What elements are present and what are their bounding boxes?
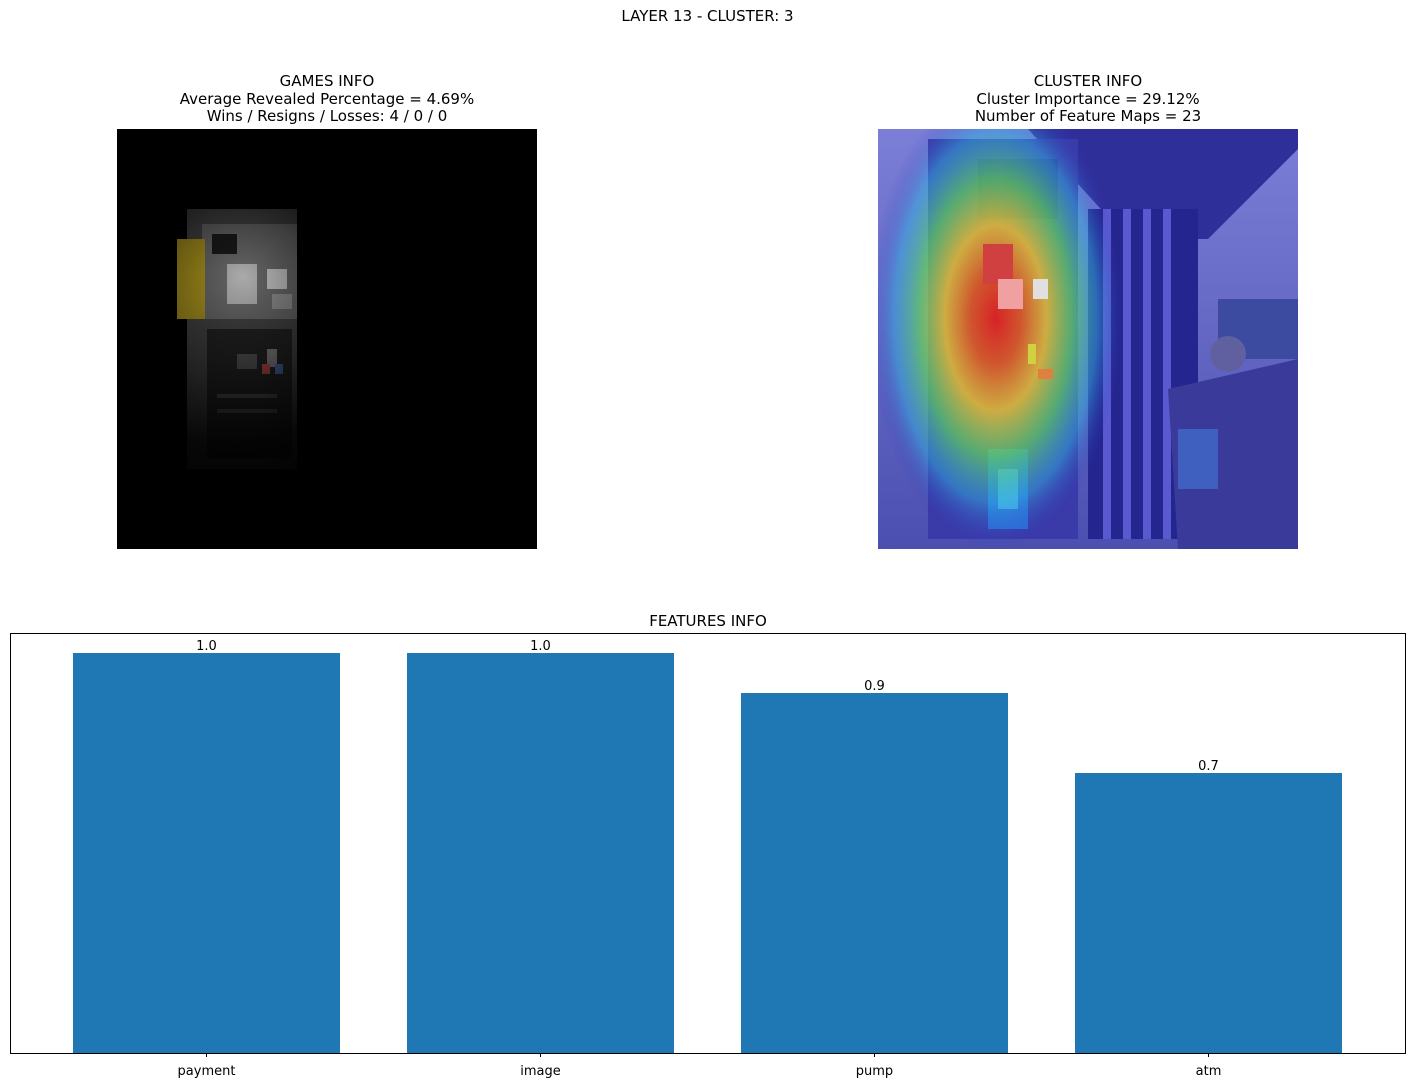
revealed-image — [117, 129, 537, 549]
heatmap-graphic — [878, 129, 1298, 549]
average-revealed-percentage: Average Revealed Percentage = 4.69% — [179, 89, 475, 108]
bar-image — [407, 653, 674, 1053]
number-of-feature-maps: Number of Feature Maps = 23 — [974, 107, 1202, 125]
heatmap-overlay-image — [878, 129, 1298, 549]
cluster-info-heading: CLUSTER INFO — [1033, 72, 1143, 90]
x-tick-label-atm: atm — [1196, 1064, 1222, 1079]
value-label-payment: 1.0 — [196, 639, 217, 654]
value-labels-layer: 1.0 1.0 0.9 0.7 — [196, 639, 1219, 774]
x-tick-label-pump: pump — [856, 1064, 893, 1079]
games-info-heading: GAMES INFO — [279, 72, 375, 90]
bars-layer — [73, 653, 1342, 1053]
features-info-title: FEATURES INFO — [649, 612, 767, 630]
bar-pump — [741, 693, 1008, 1053]
games-info-title: GAMES INFO Average Revealed Percentage =… — [117, 72, 537, 126]
value-label-atm: 0.7 — [1198, 759, 1219, 774]
x-tick-label-image: image — [520, 1064, 561, 1079]
revealed-image-graphic — [117, 129, 537, 549]
figure-title: LAYER 13 - CLUSTER: 3 — [621, 7, 794, 25]
bar-atm — [1075, 773, 1342, 1053]
value-label-image: 1.0 — [530, 639, 551, 654]
x-tick-label-payment: payment — [178, 1064, 236, 1079]
cluster-info-title: CLUSTER INFO Cluster Importance = 29.12%… — [878, 72, 1298, 126]
chart-axes-frame — [10, 633, 1406, 1054]
cluster-importance: Cluster Importance = 29.12% — [976, 89, 1200, 108]
value-label-pump: 0.9 — [864, 679, 885, 694]
x-ticks-layer: payment image pump atm — [178, 1053, 1222, 1079]
bar-payment — [73, 653, 340, 1053]
wins-resigns-losses: Wins / Resigns / Losses: 4 / 0 / 0 — [206, 107, 448, 125]
